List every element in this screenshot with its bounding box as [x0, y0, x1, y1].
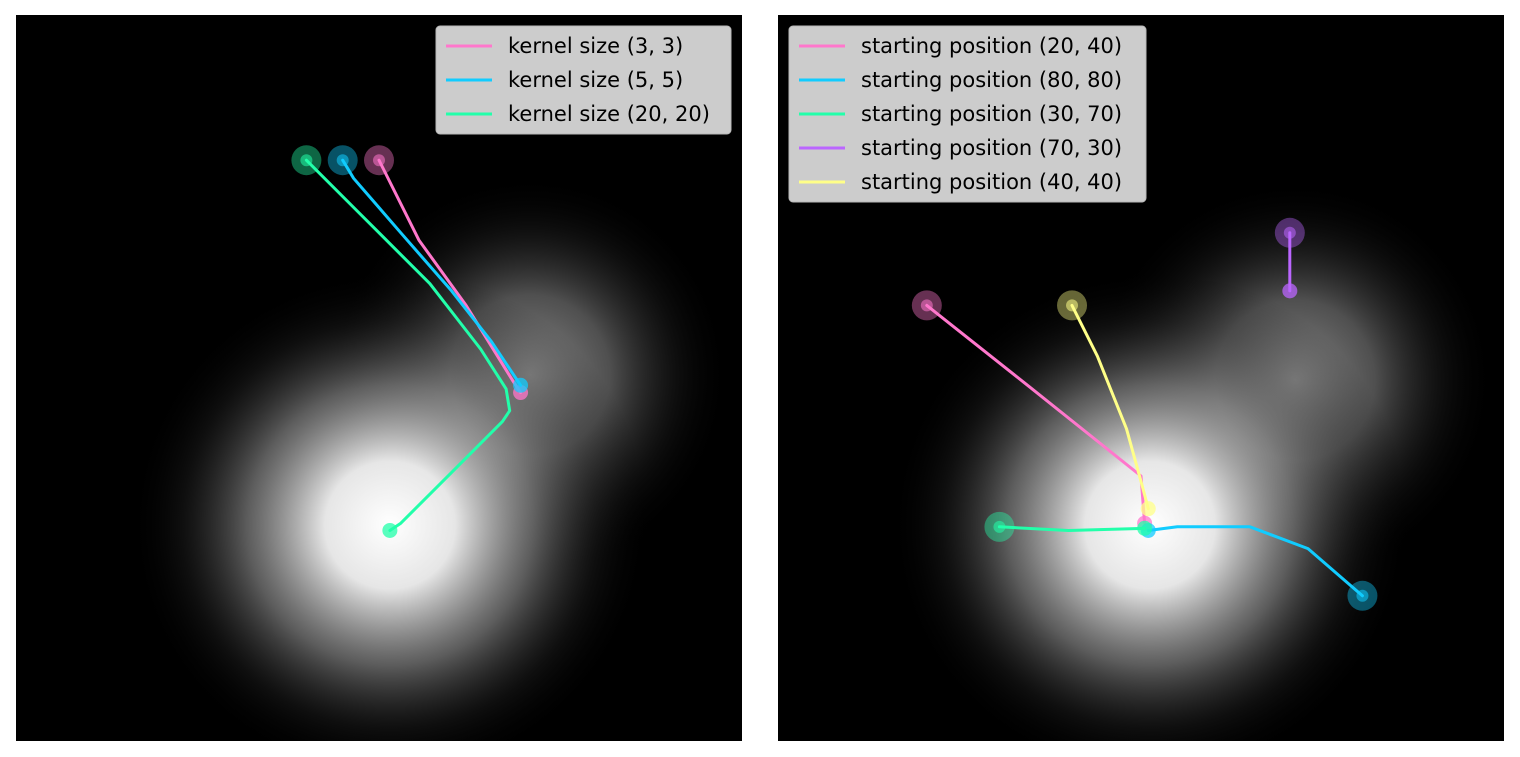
- left-series-line-2: [304, 158, 512, 532]
- left-series-start-point-1: [336, 154, 349, 167]
- left-legend-label-1: kernel size (5, 5): [508, 68, 683, 92]
- right-series-line-1: [1146, 525, 1364, 598]
- right-legend-box: [788, 25, 1147, 203]
- left-series-line-1: [341, 158, 523, 387]
- right-series-line-4: [1070, 303, 1150, 511]
- left-heatmap-main-blob: [130, 270, 650, 741]
- right-panel: starting position (20, 40) starting posit…: [778, 15, 1504, 741]
- right-legend: starting position (20, 40) starting posit…: [788, 25, 1147, 203]
- left-series-start-point-2: [300, 154, 313, 167]
- left-panel: kernel size (3, 3) kernel size (5, 5) kern…: [16, 15, 742, 741]
- right-legend-label-4: starting position (40, 40): [861, 170, 1122, 194]
- right-series-end-point-4: [1140, 501, 1156, 517]
- right-legend-label-3: starting position (70, 30): [861, 136, 1122, 160]
- right-series-start-point-4: [1066, 299, 1079, 312]
- left-legend: kernel size (3, 3) kernel size (5, 5) kern…: [435, 25, 732, 135]
- right-series-end-point-3: [1282, 283, 1298, 299]
- right-series-start-point-0: [920, 299, 933, 312]
- left-legend-label-0: kernel size (3, 3): [508, 34, 683, 58]
- right-series-start-point-1: [1356, 589, 1369, 602]
- left-legend-label-2: kernel size (20, 20): [508, 102, 710, 126]
- left-series-end-point-1: [513, 377, 529, 393]
- left-legend-entries: kernel size (3, 3) kernel size (5, 5) kern…: [446, 34, 710, 126]
- right-series-end-point-2: [1137, 520, 1153, 536]
- left-series-start-point-0: [373, 154, 385, 167]
- right-series-start-point-3: [1283, 226, 1296, 239]
- right-legend-label-1: starting position (80, 80): [861, 68, 1122, 92]
- right-series-start-point-2: [993, 520, 1006, 533]
- right-series-line-2: [997, 525, 1147, 532]
- left-series-end-point-2: [382, 522, 398, 538]
- left-series-layer: [291, 145, 529, 538]
- right-series-line-0: [925, 303, 1147, 525]
- left-legend-box: [435, 25, 732, 135]
- right-legend-entries: starting position (20, 40) starting posit…: [799, 34, 1122, 194]
- right-series-layer: [911, 217, 1378, 611]
- right-legend-label-0: starting position (20, 40): [861, 34, 1122, 58]
- right-legend-label-2: starting position (30, 70): [861, 102, 1122, 126]
